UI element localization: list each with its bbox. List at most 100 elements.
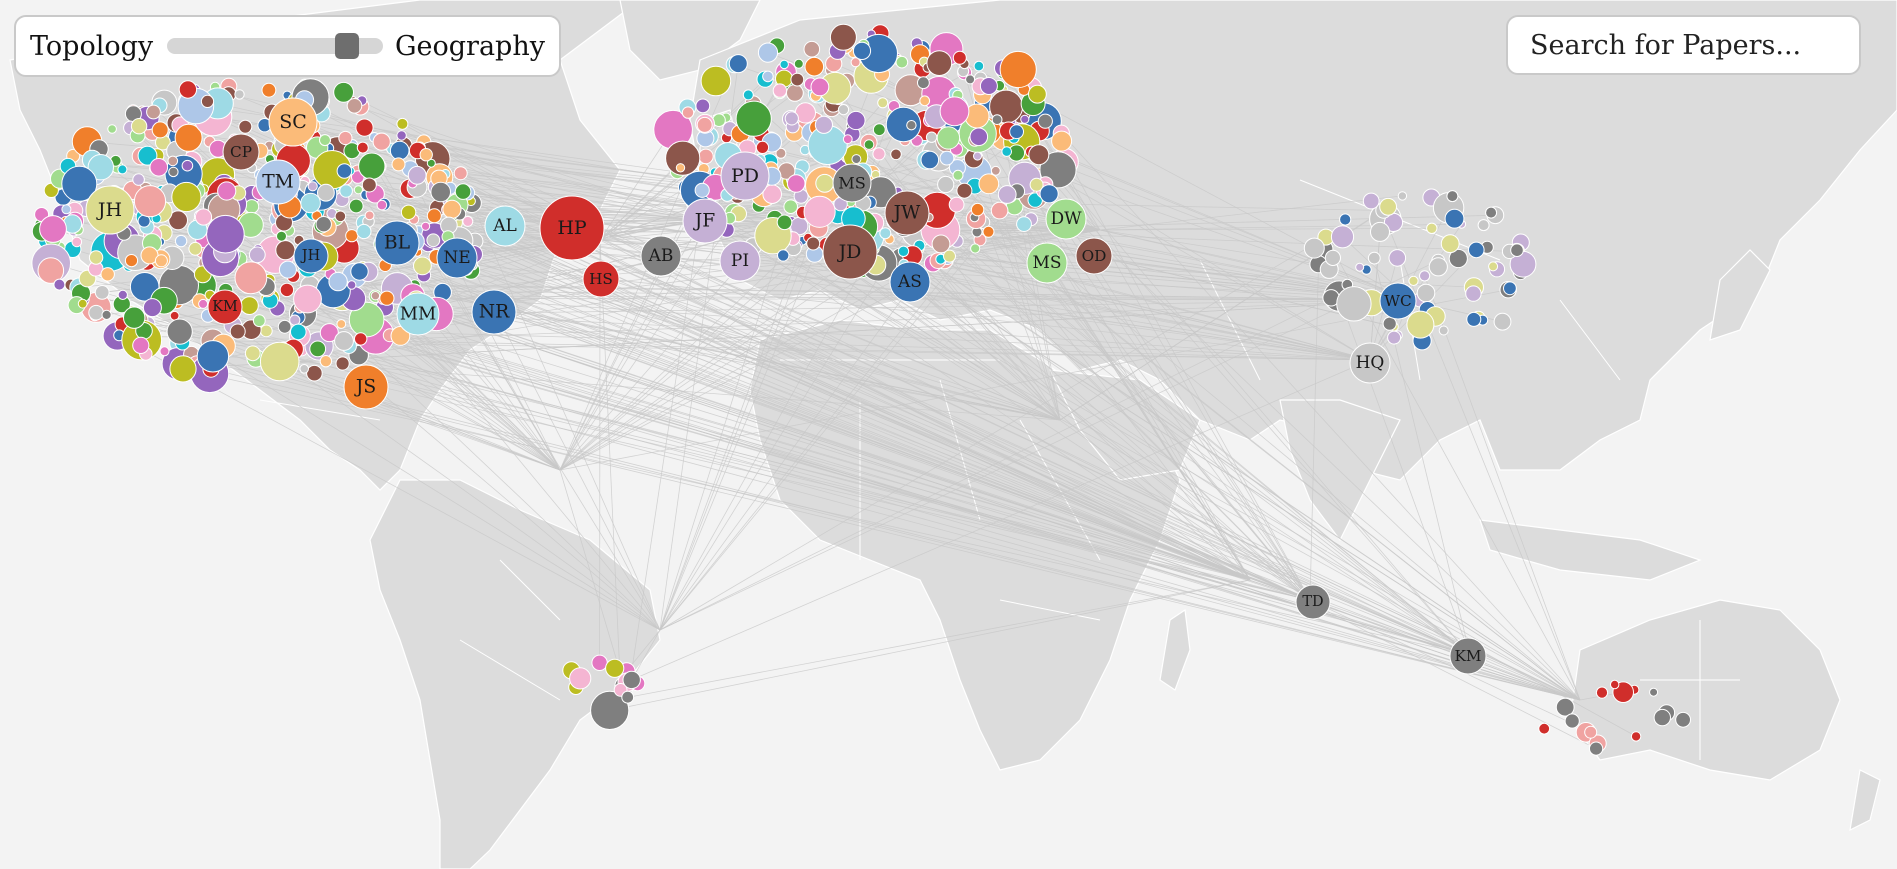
- paper-node[interactable]: [694, 182, 710, 198]
- paper-node[interactable]: [421, 221, 431, 231]
- paper-node[interactable]: [675, 163, 686, 173]
- paper-node[interactable]: [979, 77, 998, 95]
- author-node-hs[interactable]: [582, 260, 620, 298]
- paper-node[interactable]: [229, 323, 246, 340]
- author-node-mm[interactable]: [396, 292, 440, 336]
- paper-node[interactable]: [169, 355, 197, 383]
- paper-node[interactable]: [952, 50, 967, 65]
- paper-node[interactable]: [605, 658, 625, 678]
- paper-node[interactable]: [1009, 124, 1024, 140]
- paper-node[interactable]: [1039, 184, 1059, 204]
- view-slider[interactable]: [167, 33, 383, 59]
- paper-node[interactable]: [919, 95, 931, 107]
- paper-node[interactable]: [413, 256, 432, 276]
- paper-node[interactable]: [879, 227, 892, 240]
- paper-node[interactable]: [354, 332, 368, 346]
- paper-node[interactable]: [700, 65, 732, 97]
- paper-node[interactable]: [419, 148, 433, 162]
- paper-node[interactable]: [252, 314, 266, 328]
- paper-node[interactable]: [1510, 243, 1524, 257]
- paper-node[interactable]: [300, 192, 321, 214]
- paper-node[interactable]: [167, 155, 179, 167]
- paper-node[interactable]: [217, 181, 237, 201]
- paper-node[interactable]: [276, 230, 287, 242]
- paper-node[interactable]: [621, 690, 635, 704]
- author-node-bl[interactable]: [374, 220, 420, 266]
- paper-node[interactable]: [872, 147, 886, 161]
- paper-node[interactable]: [829, 23, 857, 51]
- paper-node[interactable]: [1630, 731, 1642, 742]
- paper-node[interactable]: [728, 54, 748, 74]
- paper-node[interactable]: [168, 166, 179, 178]
- paper-node[interactable]: [1367, 251, 1381, 265]
- paper-node[interactable]: [948, 196, 965, 213]
- author-node-ne[interactable]: [436, 237, 478, 279]
- paper-node[interactable]: [1387, 330, 1402, 345]
- author-node-ms[interactable]: [832, 163, 872, 203]
- paper-node[interactable]: [970, 243, 981, 254]
- author-node-tm[interactable]: [255, 159, 301, 205]
- paper-node[interactable]: [1466, 311, 1482, 327]
- paper-node[interactable]: [293, 284, 322, 314]
- author-node-jw[interactable]: [884, 190, 930, 236]
- paper-node[interactable]: [1051, 130, 1073, 152]
- paper-node[interactable]: [569, 667, 592, 690]
- paper-node[interactable]: [364, 210, 375, 221]
- paper-node[interactable]: [775, 147, 787, 159]
- paper-node[interactable]: [336, 163, 353, 179]
- paper-node[interactable]: [238, 119, 253, 134]
- paper-node[interactable]: [88, 250, 104, 265]
- paper-node[interactable]: [130, 118, 148, 135]
- paper-node[interactable]: [990, 201, 1009, 220]
- paper-node[interactable]: [279, 282, 295, 298]
- paper-node[interactable]: [939, 96, 970, 127]
- slider-thumb[interactable]: [335, 33, 360, 59]
- paper-node[interactable]: [200, 94, 215, 109]
- paper-node[interactable]: [309, 340, 327, 358]
- paper-node[interactable]: [622, 670, 641, 690]
- author-node-od[interactable]: [1075, 237, 1113, 275]
- paper-node[interactable]: [1493, 312, 1512, 331]
- paper-node[interactable]: [931, 234, 951, 254]
- paper-node[interactable]: [1416, 283, 1436, 303]
- paper-node[interactable]: [1488, 261, 1499, 272]
- paper-node[interactable]: [307, 181, 318, 192]
- paper-node[interactable]: [786, 174, 806, 193]
- paper-node[interactable]: [920, 150, 940, 170]
- paper-node[interactable]: [999, 50, 1037, 89]
- paper-node[interactable]: [695, 98, 711, 114]
- paper-node[interactable]: [1653, 708, 1672, 727]
- paper-node[interactable]: [345, 229, 359, 243]
- paper-node[interactable]: [306, 364, 323, 382]
- author-node-km[interactable]: [1449, 637, 1487, 675]
- author-node-pd[interactable]: [720, 151, 770, 201]
- paper-node[interactable]: [462, 215, 474, 227]
- paper-node[interactable]: [133, 185, 167, 218]
- paper-node[interactable]: [275, 240, 296, 261]
- paper-node[interactable]: [952, 169, 964, 181]
- paper-node[interactable]: [863, 139, 875, 150]
- paper-node[interactable]: [1037, 113, 1053, 129]
- paper-node[interactable]: [872, 123, 886, 137]
- paper-node[interactable]: [978, 173, 1000, 195]
- paper-node[interactable]: [997, 185, 1017, 204]
- paper-node[interactable]: [926, 50, 953, 76]
- paper-node[interactable]: [1448, 248, 1468, 269]
- paper-node[interactable]: [591, 654, 608, 671]
- paper-node[interactable]: [146, 104, 161, 120]
- paper-node[interactable]: [338, 130, 353, 146]
- paper-node[interactable]: [355, 118, 374, 137]
- paper-node[interactable]: [890, 148, 902, 161]
- paper-node[interactable]: [698, 148, 714, 165]
- author-node-jh[interactable]: [293, 238, 329, 274]
- paper-node[interactable]: [790, 72, 805, 87]
- paper-node[interactable]: [846, 110, 866, 131]
- paper-node[interactable]: [965, 74, 976, 85]
- paper-node[interactable]: [379, 290, 395, 306]
- paper-node[interactable]: [837, 104, 850, 116]
- paper-node[interactable]: [372, 132, 391, 151]
- paper-node[interactable]: [142, 298, 162, 318]
- paper-node[interactable]: [348, 198, 364, 214]
- paper-node[interactable]: [1339, 213, 1352, 226]
